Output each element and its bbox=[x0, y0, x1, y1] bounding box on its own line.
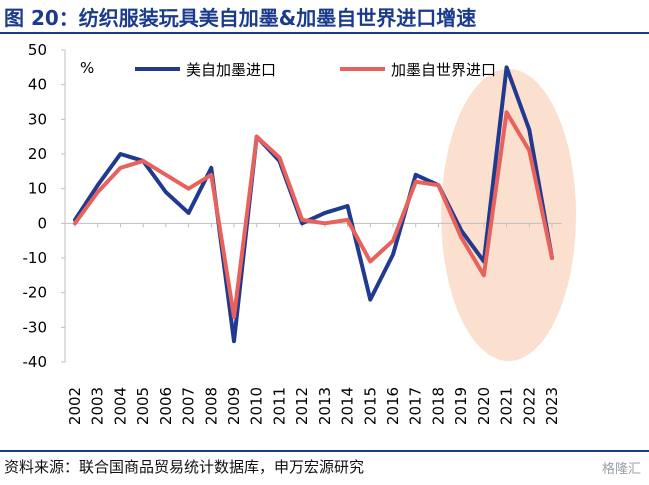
x-tick-label: 2017 bbox=[407, 387, 425, 425]
highlight-ellipse bbox=[441, 69, 576, 361]
series-2-point bbox=[187, 187, 191, 191]
series-layer bbox=[73, 65, 554, 344]
footer-divider bbox=[0, 450, 649, 452]
series-2-point bbox=[300, 218, 304, 222]
series-1-point bbox=[527, 128, 531, 132]
x-tick-label: 2007 bbox=[180, 387, 198, 425]
y-tick-label: 20 bbox=[28, 145, 47, 163]
x-tick-label: 2015 bbox=[361, 387, 379, 425]
series-1-point bbox=[323, 211, 327, 215]
series-2-point bbox=[436, 183, 440, 187]
series-1-point bbox=[391, 253, 395, 257]
y-tick-label: 10 bbox=[28, 180, 47, 198]
series-2-point bbox=[277, 155, 281, 159]
x-tick-label: 2021 bbox=[498, 387, 516, 425]
y-axis-unit: % bbox=[80, 59, 94, 77]
series-2-point bbox=[346, 218, 350, 222]
x-tick-label: 2008 bbox=[202, 387, 220, 425]
x-tick-labels: 2002 2003 2004 2005 2006 2007 2008 2009 2010 2011… bbox=[66, 387, 561, 425]
watermark: 格隆汇 bbox=[601, 462, 641, 477]
y-tick-label: 50 bbox=[28, 41, 47, 59]
x-tick-label: 2006 bbox=[157, 387, 175, 425]
series-2-point bbox=[232, 315, 236, 319]
series-1-point bbox=[118, 152, 122, 156]
series-2-point bbox=[482, 273, 486, 277]
title-divider bbox=[0, 32, 649, 34]
series-2-point bbox=[391, 239, 395, 243]
series-1-point bbox=[187, 211, 191, 215]
series-2-point bbox=[73, 221, 77, 225]
x-tick-label: 2011 bbox=[270, 387, 288, 425]
series-1-point bbox=[164, 190, 168, 194]
x-tick-label: 2014 bbox=[339, 387, 357, 425]
series-1-point bbox=[209, 166, 213, 170]
series-line-1 bbox=[73, 65, 554, 344]
x-tick-label: 2003 bbox=[89, 387, 107, 425]
series-line-2 bbox=[73, 110, 554, 319]
series-2-point bbox=[527, 149, 531, 153]
y-tick-label: -10 bbox=[23, 249, 48, 267]
y-tick-label: -40 bbox=[23, 353, 48, 371]
series-2-point bbox=[255, 135, 259, 139]
series-2-point bbox=[118, 166, 122, 170]
series-1-point bbox=[232, 339, 236, 343]
series-1-point bbox=[346, 204, 350, 208]
x-tick-label: 2016 bbox=[384, 387, 402, 425]
series-2-point bbox=[141, 159, 145, 163]
highlight-layer bbox=[441, 69, 576, 361]
legend-label-1: 美自加墨进口 bbox=[186, 61, 276, 79]
series-2-point bbox=[209, 173, 213, 177]
series-2-point bbox=[323, 221, 327, 225]
y-tick-labels: 50 40 30 20 10 0 -10 -20 -30 -40 bbox=[23, 41, 48, 371]
legend: 美自加墨进口 加墨自世界进口 bbox=[135, 61, 496, 79]
y-tick-label: -20 bbox=[23, 284, 48, 302]
y-tick-label: 0 bbox=[37, 214, 47, 232]
x-tick-label: 2012 bbox=[293, 387, 311, 425]
series-1-point bbox=[414, 173, 418, 177]
series-2-point bbox=[368, 259, 372, 263]
x-tick-label: 2013 bbox=[316, 387, 334, 425]
x-tick-label: 2002 bbox=[66, 387, 84, 425]
x-tick-label: 2010 bbox=[248, 387, 266, 425]
series-1-point bbox=[368, 298, 372, 302]
series-1-point bbox=[300, 221, 304, 225]
x-tick-label: 2019 bbox=[452, 387, 470, 425]
chart-title: 图 20：纺织服装玩具美自加墨&加墨自世界进口增速 bbox=[4, 6, 477, 30]
series-2-point bbox=[96, 190, 100, 194]
series-2-point bbox=[414, 180, 418, 184]
x-tick-label: 2004 bbox=[111, 387, 129, 425]
series-2-point bbox=[550, 256, 554, 260]
x-tick-label: 2018 bbox=[429, 387, 447, 425]
series-2-point bbox=[164, 173, 168, 177]
y-tick-label: 30 bbox=[28, 110, 47, 128]
y-tick-label: -30 bbox=[23, 318, 48, 336]
y-tick-label: 40 bbox=[28, 76, 47, 94]
series-2-point bbox=[505, 110, 509, 114]
source-note: 资料来源：联合国商品贸易统计数据库，申万宏源研究 bbox=[4, 458, 365, 476]
x-tick-label: 2005 bbox=[134, 387, 152, 425]
series-1-point bbox=[96, 183, 100, 187]
series-2-point bbox=[459, 235, 463, 239]
x-tick-label: 2023 bbox=[543, 387, 561, 425]
x-tick-label: 2009 bbox=[225, 387, 243, 425]
x-tick-label: 2022 bbox=[520, 387, 538, 425]
x-tick-label: 2020 bbox=[475, 387, 493, 425]
series-1-point bbox=[505, 65, 509, 69]
legend-label-2: 加墨自世界进口 bbox=[391, 61, 496, 79]
